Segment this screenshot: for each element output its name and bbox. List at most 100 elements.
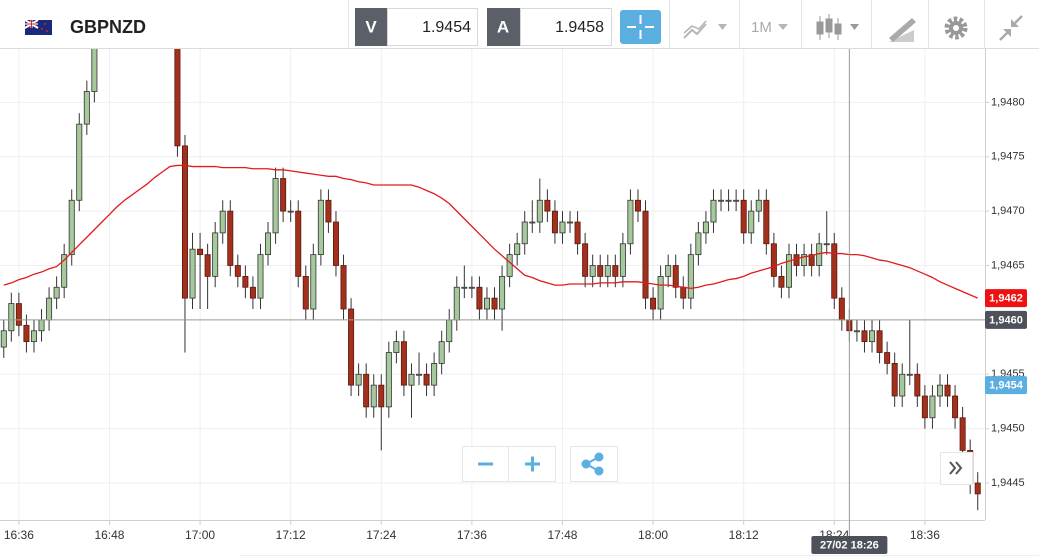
candle-body — [280, 178, 287, 212]
candle-body — [174, 49, 181, 147]
candle-body — [936, 384, 943, 397]
candle-body — [38, 319, 45, 332]
candle-body — [944, 384, 951, 397]
candle-body — [461, 286, 468, 289]
candle-body — [453, 286, 460, 321]
candle-body — [325, 199, 332, 223]
candle-body — [506, 254, 513, 277]
candle-body — [310, 254, 317, 310]
candle-body — [634, 199, 641, 212]
toolbar: GBPNZD V 1.9454 A 1.9458 1M — [0, 0, 1039, 49]
candle-body — [869, 330, 876, 343]
x-tick-label: 17:24 — [366, 528, 396, 542]
candle-body — [499, 275, 506, 310]
candle-type-button[interactable] — [816, 14, 859, 40]
candle-body — [740, 199, 747, 234]
candle-body — [91, 49, 98, 92]
candle-body — [468, 286, 475, 289]
candle-body — [385, 352, 392, 408]
candle-body — [589, 265, 596, 277]
draw-button[interactable] — [889, 18, 916, 42]
crosshair-button[interactable] — [620, 10, 661, 44]
candle-body — [914, 373, 921, 397]
x-tick-label: 17:00 — [185, 528, 215, 542]
candle-body — [400, 341, 407, 386]
candle-body — [521, 221, 528, 245]
candle-body — [710, 199, 717, 223]
settings-button[interactable] — [944, 16, 968, 40]
moving-average-line — [3, 164, 978, 299]
candle-body — [257, 254, 264, 299]
crosshair-icon — [627, 15, 654, 39]
x-tick-label: 18:36 — [910, 528, 940, 542]
plus-icon — [525, 456, 540, 472]
candle-body — [76, 123, 83, 201]
candle-body — [249, 286, 256, 299]
candle-body — [393, 341, 400, 353]
collapse-button[interactable] — [999, 15, 1023, 41]
x-tick-label: 16:36 — [4, 528, 34, 542]
candle-body — [627, 199, 634, 245]
candle-body — [483, 297, 490, 310]
candle-body — [348, 308, 355, 386]
candle-body — [831, 243, 838, 299]
candle-body — [476, 286, 483, 310]
bid-price: 1.9454 — [422, 19, 471, 36]
candle-body — [53, 286, 60, 299]
candle-body — [808, 254, 815, 266]
scroll-right-button[interactable] — [940, 452, 973, 485]
candle-body — [801, 254, 808, 266]
candle-body — [15, 303, 22, 326]
symbol: GBPNZD — [70, 17, 146, 37]
candle-body — [604, 265, 611, 277]
candle-body — [597, 265, 604, 277]
candle-body — [755, 199, 762, 212]
candle-body — [574, 221, 581, 245]
ask-label: A — [497, 17, 509, 36]
candle-body — [416, 373, 423, 376]
candle-body — [695, 232, 702, 256]
candle-body — [733, 199, 740, 202]
crosshair-time-label: 27/02 18:26 — [820, 539, 879, 551]
candle-body — [551, 210, 558, 234]
y-tick-label: 1,9480 — [991, 96, 1025, 108]
candle-body — [265, 232, 272, 256]
candle-body — [672, 265, 679, 288]
bid-label: V — [365, 17, 377, 36]
candle-body — [23, 324, 30, 343]
candle-body — [619, 243, 626, 277]
candle-body — [197, 248, 204, 256]
candle-body — [861, 330, 868, 343]
chart-type-button[interactable] — [683, 20, 727, 39]
candle-body — [8, 303, 15, 332]
candle-body — [61, 254, 68, 288]
candle-body — [355, 373, 362, 386]
ask-button[interactable] — [487, 8, 520, 46]
candle-body — [763, 199, 770, 245]
candle-body — [242, 275, 249, 288]
candle-body — [838, 297, 845, 321]
candle-body — [921, 395, 928, 419]
ask-price: 1.9458 — [555, 19, 604, 36]
candle-body — [189, 248, 196, 299]
candle-body — [46, 297, 53, 321]
candle-body — [204, 254, 211, 277]
candle-body — [785, 254, 792, 288]
candle-body — [234, 265, 241, 277]
candle-body — [514, 243, 521, 256]
candle-body — [876, 330, 883, 353]
candle-body — [529, 221, 536, 224]
candle-body — [423, 373, 430, 386]
candle-body — [0, 330, 7, 348]
bid-button[interactable] — [355, 8, 387, 46]
candle-body — [702, 221, 709, 234]
share-button[interactable] — [570, 446, 618, 482]
candle-body — [650, 297, 657, 310]
price-label-text: 1,9462 — [989, 293, 1023, 305]
timeframe[interactable]: 1M — [751, 19, 772, 36]
price-label-box — [985, 376, 1027, 395]
candle-body — [438, 341, 445, 364]
candle-body — [567, 221, 574, 224]
x-tick-label: 18:12 — [729, 528, 759, 542]
chevron-icon — [949, 461, 963, 475]
